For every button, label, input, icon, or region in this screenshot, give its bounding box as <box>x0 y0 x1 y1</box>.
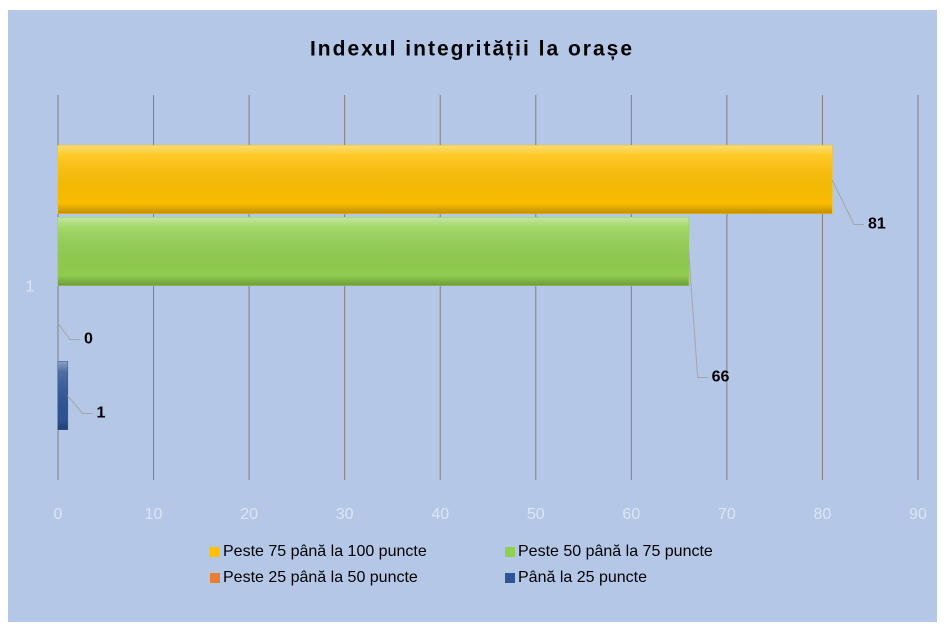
legend-marker <box>505 573 515 583</box>
leader-line <box>688 251 708 378</box>
chart-title: Indexul integrității la orașe <box>310 38 634 61</box>
x-tick-label: 80 <box>814 506 832 523</box>
legend-label: Până la 25 puncte <box>518 569 647 586</box>
legend-marker <box>210 573 220 583</box>
data-label: 66 <box>712 369 730 386</box>
leader-line <box>831 179 864 225</box>
y-tick-label: 1 <box>26 279 35 296</box>
legend-label: Peste 75 până la 100 puncte <box>223 543 427 560</box>
data-label: 1 <box>97 405 106 422</box>
leader-line <box>57 323 80 340</box>
legend-label: Peste 50 până la 75 puncte <box>518 543 713 560</box>
x-tick-label: 90 <box>909 506 927 523</box>
chart-area <box>8 10 937 622</box>
x-tick-label: 70 <box>718 506 736 523</box>
x-tick-label: 60 <box>622 506 640 523</box>
x-tick-label: 20 <box>240 506 258 523</box>
legend-label: Peste 25 până la 50 puncte <box>223 569 418 586</box>
x-tick-label: 50 <box>527 506 545 523</box>
x-tick-label: 40 <box>431 506 449 523</box>
bar-bevel <box>58 361 68 430</box>
leader-line <box>67 395 93 414</box>
legend-marker <box>210 547 220 557</box>
legend-marker <box>505 547 515 557</box>
x-tick-label: 10 <box>145 506 163 523</box>
data-label: 81 <box>868 216 886 233</box>
data-label: 0 <box>84 331 93 348</box>
bar-bevel <box>58 145 832 214</box>
x-tick-label: 0 <box>54 506 63 523</box>
x-tick-label: 30 <box>336 506 354 523</box>
bar-bevel <box>58 217 689 286</box>
